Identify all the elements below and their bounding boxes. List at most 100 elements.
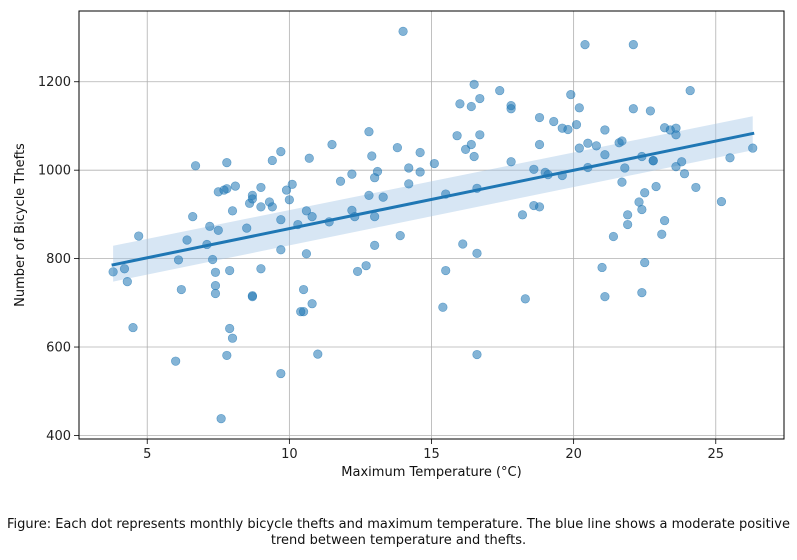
data-point xyxy=(620,163,630,173)
data-point xyxy=(466,139,476,150)
data-point xyxy=(506,101,516,111)
data-point xyxy=(370,240,380,250)
data-point xyxy=(571,120,582,130)
data-point xyxy=(404,179,414,189)
data-point xyxy=(227,206,238,216)
data-point xyxy=(574,103,584,113)
data-point xyxy=(281,185,292,195)
data-point xyxy=(256,202,266,212)
data-point xyxy=(256,264,266,274)
x-tick-label: 5 xyxy=(143,447,151,462)
data-point xyxy=(287,179,297,189)
x-axis-label: Maximum Temperature (°C) xyxy=(341,465,521,480)
data-point xyxy=(210,288,221,299)
data-point xyxy=(472,349,482,360)
data-point xyxy=(404,163,414,173)
data-point xyxy=(301,249,312,259)
data-point xyxy=(617,136,627,146)
data-point xyxy=(415,167,425,177)
data-point xyxy=(347,169,357,179)
data-point xyxy=(398,26,408,36)
data-point xyxy=(748,143,758,153)
data-point xyxy=(640,188,650,198)
data-point xyxy=(298,307,309,317)
data-point xyxy=(574,143,584,153)
data-point xyxy=(716,196,727,207)
data-point xyxy=(176,284,186,295)
data-point xyxy=(534,202,545,212)
data-point xyxy=(304,153,314,163)
data-point xyxy=(583,138,593,148)
data-point xyxy=(378,192,388,202)
data-point xyxy=(230,181,240,191)
data-point xyxy=(216,414,226,424)
data-point xyxy=(466,101,476,112)
y-tick-label: 1000 xyxy=(38,164,71,179)
data-point xyxy=(628,104,638,114)
data-point xyxy=(623,219,633,230)
data-point xyxy=(677,157,687,167)
x-tick-label: 20 xyxy=(565,447,582,462)
data-point xyxy=(591,141,601,151)
data-point xyxy=(637,204,647,215)
data-point xyxy=(335,176,346,186)
data-point xyxy=(276,245,286,255)
data-point xyxy=(173,255,184,265)
data-point xyxy=(122,276,132,287)
data-point xyxy=(455,99,465,109)
data-point xyxy=(671,123,681,133)
data-point xyxy=(475,93,485,104)
data-point xyxy=(452,131,462,141)
data-point xyxy=(182,235,192,245)
y-tick-label: 600 xyxy=(46,341,71,356)
data-point xyxy=(247,292,258,302)
data-point xyxy=(617,177,627,187)
data-point xyxy=(210,280,221,291)
data-point xyxy=(600,125,610,135)
data-point xyxy=(307,299,317,309)
data-point xyxy=(307,211,317,222)
data-point xyxy=(657,229,667,239)
data-point xyxy=(190,161,201,171)
data-point xyxy=(685,85,695,96)
data-point xyxy=(222,350,232,361)
data-point xyxy=(691,182,701,193)
data-point xyxy=(660,215,670,226)
data-point xyxy=(267,155,277,166)
data-point xyxy=(327,139,337,150)
data-point xyxy=(648,156,658,166)
scatter-points xyxy=(108,26,758,424)
data-point xyxy=(276,147,286,157)
data-point xyxy=(600,150,610,160)
axis-ticks: 5 10 15 20 25 400 600 800 1000 1200 xyxy=(38,75,724,462)
data-point xyxy=(534,139,545,150)
data-point xyxy=(222,184,232,194)
y-axis-label: Number of Bicycle Thefts xyxy=(13,143,28,307)
data-point xyxy=(506,157,516,167)
data-point xyxy=(247,194,258,204)
x-tick-label: 25 xyxy=(708,447,725,462)
x-tick-label: 10 xyxy=(281,447,298,462)
data-point xyxy=(472,248,482,258)
data-point xyxy=(429,158,439,169)
data-point xyxy=(637,288,647,298)
data-point xyxy=(364,127,374,137)
data-point xyxy=(225,323,235,334)
data-point xyxy=(225,265,235,276)
data-point xyxy=(364,190,374,200)
data-point xyxy=(370,211,380,222)
y-tick-label: 400 xyxy=(46,429,71,444)
data-point xyxy=(392,143,402,153)
data-point xyxy=(213,225,223,235)
data-point xyxy=(458,239,468,249)
data-point xyxy=(679,169,690,179)
data-point xyxy=(284,195,294,205)
data-point xyxy=(352,266,363,277)
data-point xyxy=(227,333,238,343)
figure-caption: Figure: Each dot represents monthly bicy… xyxy=(7,517,790,548)
data-point xyxy=(580,40,590,50)
data-point xyxy=(128,322,138,333)
data-point xyxy=(529,164,539,174)
data-point xyxy=(108,267,118,277)
data-point xyxy=(134,231,144,241)
